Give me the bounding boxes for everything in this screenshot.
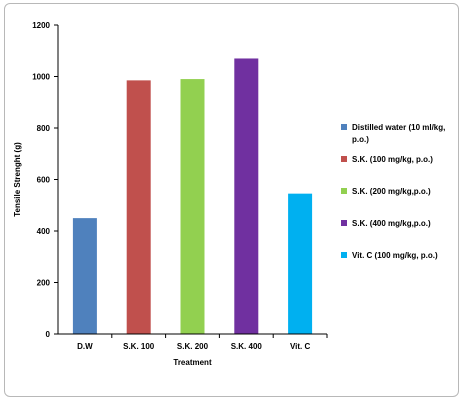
legend-swatch <box>341 156 347 162</box>
y-tick-label: 1200 <box>32 21 50 30</box>
legend-swatch <box>341 220 347 226</box>
legend: Distilled water (10 ml/kg, p.o.) S.K. (100… <box>341 123 445 260</box>
bar <box>126 80 151 334</box>
y-tick-label: 400 <box>37 227 51 236</box>
x-tick-label: S.K. 200 <box>177 342 209 351</box>
y-axis-ticks: 0 200 400 600 800 1000 1200 <box>32 21 58 339</box>
y-tick-label: 1000 <box>32 73 50 82</box>
y-axis-title: Tensile Strenght (g) <box>13 142 22 217</box>
x-tick-label: D.W <box>77 342 93 351</box>
legend-swatch <box>341 252 347 258</box>
y-tick-label: 200 <box>37 279 51 288</box>
y-tick-label: 600 <box>37 176 51 185</box>
legend-swatch <box>341 124 347 130</box>
bar <box>180 79 205 334</box>
y-tick-label: 0 <box>46 330 51 339</box>
bar <box>288 193 313 334</box>
legend-label: S.K. (100 mg/kg, p.o.) <box>352 155 433 164</box>
x-tick-label: S.K. 400 <box>231 342 263 351</box>
legend-label: S.K. (400 mg/kg,p.o.) <box>352 219 431 228</box>
legend-label: p.o.) <box>352 135 369 144</box>
legend-label: Vit. C (100 mg/kg, p.o.) <box>352 251 438 260</box>
x-axis-ticks: D.W S.K. 100 S.K. 200 S.K. 400 Vit. C <box>77 334 328 351</box>
x-axis-title: Treatment <box>173 358 212 367</box>
x-tick-label: Vit. C <box>290 342 311 351</box>
bar <box>234 58 259 334</box>
legend-label: S.K. (200 mg/kg,p.o.) <box>352 187 431 196</box>
x-tick-label: S.K. 100 <box>123 342 155 351</box>
legend-swatch <box>341 188 347 194</box>
bar <box>72 218 97 334</box>
legend-label: Distilled water (10 ml/kg, <box>352 123 445 132</box>
y-tick-label: 800 <box>37 124 51 133</box>
bars <box>72 58 313 334</box>
